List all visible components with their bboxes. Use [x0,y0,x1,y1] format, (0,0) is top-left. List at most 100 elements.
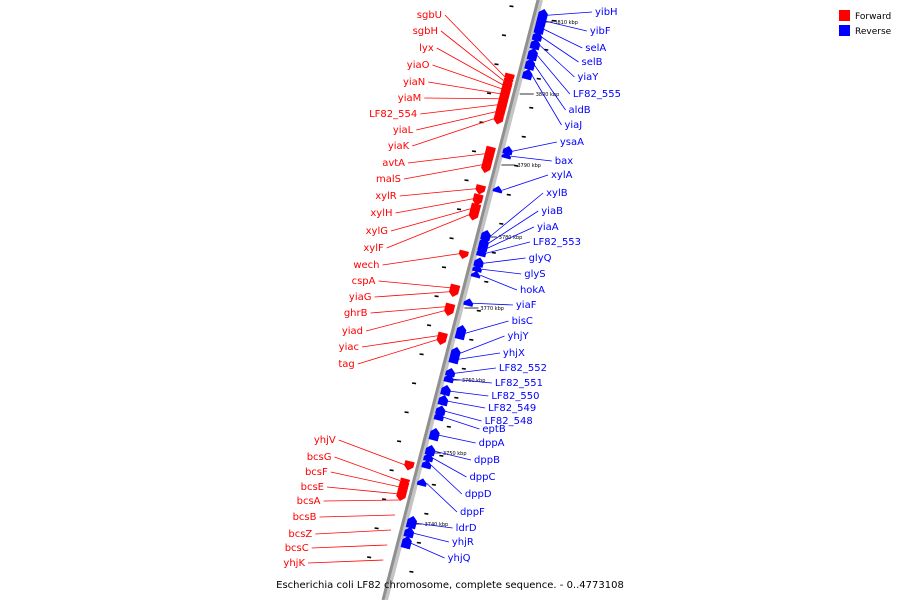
forward-gene-label[interactable]: ghrB [344,308,368,319]
ruler-tick [464,179,469,182]
reverse-gene-label[interactable]: dppF [460,507,485,518]
reverse-gene-leader [536,54,571,95]
reverse-gene-leader [465,320,509,334]
reverse-gene-label[interactable]: glyQ [529,253,552,264]
forward-gene-label[interactable]: sgbU [417,10,442,21]
reverse-gene-label[interactable]: glyS [524,269,545,280]
reverse-gene-label[interactable]: xylA [551,170,573,181]
forward-gene-label[interactable]: bcsC [285,543,309,554]
forward-gene-label[interactable]: tag [338,359,354,370]
forward-gene-label[interactable]: cspA [352,276,376,287]
ruler-tick [449,237,454,240]
reverse-gene-label[interactable]: bisC [512,316,533,327]
reverse-gene-label[interactable]: bax [555,156,573,167]
forward-gene-label[interactable]: LF82_554 [369,109,417,120]
forward-gene-leader [386,214,470,249]
ruler-tick [476,309,481,312]
forward-gene-label[interactable]: yiaO [407,60,430,71]
reverse-gene-label[interactable]: yiaY [577,72,599,83]
forward-gene-label[interactable]: xylH [370,208,392,219]
reverse-gene-label[interactable]: aldB [569,105,591,116]
forward-gene-label[interactable]: bcsE [301,482,324,493]
reverse-gene-feature [473,257,484,268]
reverse-gene-label[interactable]: dppA [479,438,505,449]
reverse-gene-feature [524,58,536,71]
forward-gene-leader [440,30,504,82]
reverse-gene-label[interactable]: yhjX [503,348,525,359]
reverse-gene-leader [511,155,552,162]
reverse-gene-feature [421,459,432,470]
reverse-gene-label[interactable]: dppD [465,489,492,500]
reverse-gene-label[interactable]: yiaA [537,222,559,233]
reverse-gene-feature [416,478,427,487]
forward-gene-label[interactable]: yiac [339,342,359,353]
legend-label-forward: Forward [855,12,891,22]
reverse-gene-label[interactable]: xylB [546,188,568,199]
forward-gene-label[interactable]: avtA [382,158,405,169]
ruler-tick [374,527,379,530]
reverse-gene-label[interactable]: LF82_552 [499,363,547,374]
forward-gene-label[interactable]: yhjK [283,558,305,569]
reverse-gene-label[interactable]: yhjR [452,537,474,548]
forward-gene-label[interactable]: malS [376,174,401,185]
forward-gene-label[interactable]: xylR [375,191,397,202]
reverse-gene-label[interactable]: yibF [590,26,611,37]
forward-gene-label[interactable]: bcsG [307,452,332,463]
reverse-gene-feature [475,247,487,258]
forward-gene-leader [323,499,399,502]
forward-gene-label[interactable]: xylG [366,226,388,237]
forward-gene-leader [412,118,495,147]
forward-gene-label[interactable]: yhjV [314,435,336,446]
forward-gene-feature [475,184,487,195]
forward-gene-label[interactable]: lyx [419,43,434,54]
reverse-gene-feature [422,452,434,463]
forward-gene-label[interactable]: bcsF [305,467,328,478]
forward-gene-label[interactable]: bcsB [293,512,317,523]
forward-gene-label[interactable]: yiad [342,326,363,337]
reverse-gene-label[interactable]: yibH [595,7,618,18]
forward-gene-leader [428,81,501,95]
reverse-gene-leader [545,20,587,32]
ruler-tick [521,135,526,138]
reverse-gene-leader [480,274,518,291]
reverse-gene-label[interactable]: yiaJ [564,120,582,131]
reverse-gene-label[interactable]: LF82_553 [533,237,581,248]
forward-gene-label[interactable]: bcsA [297,496,321,507]
reverse-gene-label[interactable]: selA [585,43,606,54]
forward-gene-label[interactable]: bcsZ [288,529,312,540]
reverse-gene-label[interactable]: yiaB [541,206,563,217]
ruler-tick [416,541,421,544]
forward-gene-leader [403,164,483,180]
forward-gene-label[interactable]: yiaM [398,93,421,104]
reverse-gene-label[interactable]: dppC [469,472,495,483]
reverse-gene-leader [488,210,539,244]
forward-gene-label[interactable]: wech [353,260,379,271]
reverse-gene-label[interactable]: yiaF [516,300,537,311]
reverse-gene-label[interactable]: selB [582,57,603,68]
forward-gene-leader [444,14,506,78]
reverse-gene-label[interactable]: LF82_548 [485,416,533,427]
reverse-gene-label[interactable]: LF82_555 [573,89,621,100]
reverse-gene-label[interactable]: hokA [520,285,545,296]
ruler-tick [461,367,466,370]
reverse-gene-label[interactable]: LF82_550 [491,391,539,402]
forward-gene-label[interactable]: yiaN [403,77,425,88]
reverse-gene-label[interactable]: dppB [474,455,500,466]
reverse-gene-label[interactable]: LF82_551 [495,378,543,389]
reverse-gene-label[interactable]: yhjQ [448,553,471,564]
ruler-tick [441,266,447,269]
forward-gene-label[interactable]: yiaL [393,125,414,136]
ruler-tick [366,556,372,559]
reverse-gene-label[interactable]: eptB [482,424,505,435]
reverse-gene-label[interactable]: LF82_549 [488,403,536,414]
forward-gene-label[interactable]: sgbH [413,26,438,37]
ruler-label: 3800 kbp [536,92,560,98]
forward-gene-leader [399,188,476,197]
reverse-gene-label[interactable]: ysaA [560,137,584,148]
reverse-gene-label[interactable]: ldrD [456,523,477,534]
reverse-gene-leader [450,390,489,397]
forward-gene-label[interactable]: yiaK [388,141,410,152]
forward-gene-label[interactable]: yiaG [349,292,372,303]
reverse-gene-label[interactable]: yhjY [508,331,530,342]
forward-gene-label[interactable]: xylF [363,243,384,254]
